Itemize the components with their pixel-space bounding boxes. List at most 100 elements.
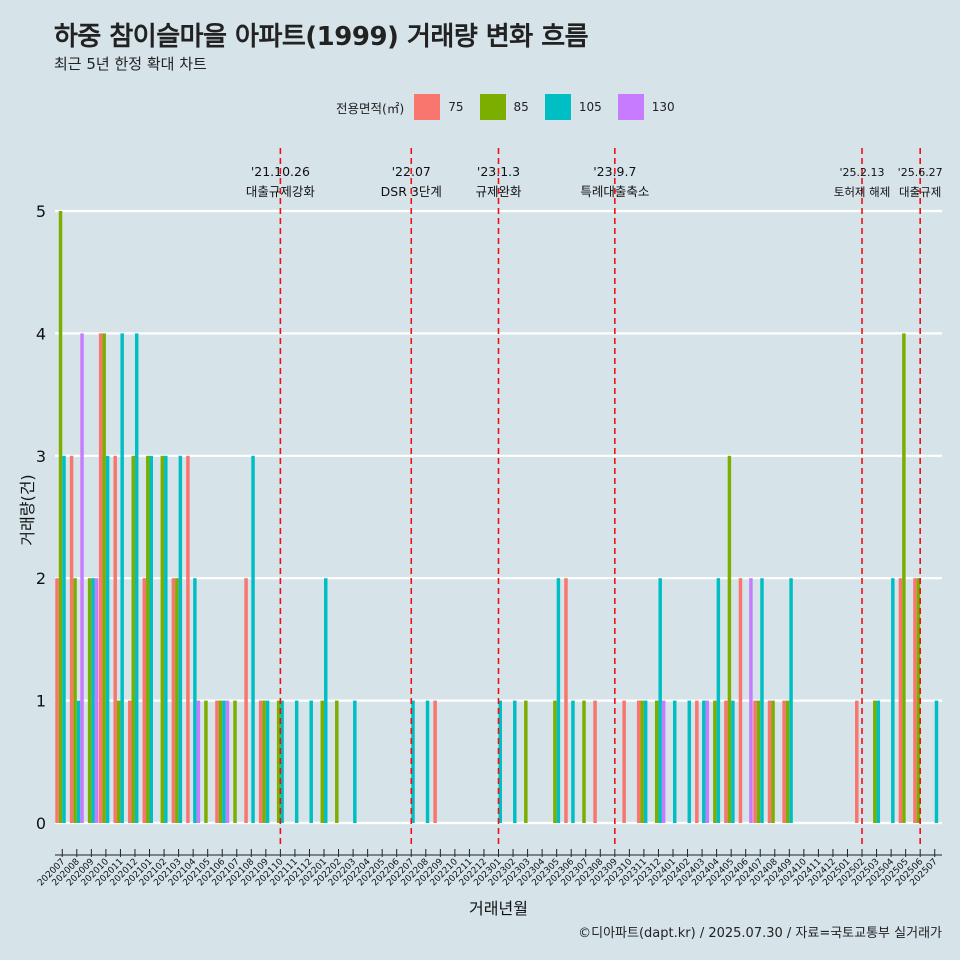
bar <box>69 455 74 823</box>
bar <box>713 700 717 823</box>
legend-item-75: 75 <box>414 94 473 120</box>
bar <box>695 700 699 823</box>
y-tick-label: 2 <box>36 569 46 588</box>
bar <box>62 455 66 823</box>
bar <box>353 700 357 823</box>
bar <box>262 700 266 823</box>
bar <box>749 578 753 823</box>
bar <box>498 700 502 823</box>
bar <box>175 578 179 823</box>
y-tick-label: 4 <box>36 324 46 343</box>
bar <box>593 700 597 823</box>
bar <box>186 455 190 823</box>
bar <box>76 700 81 823</box>
bar <box>309 700 313 823</box>
bar <box>204 700 208 823</box>
bar <box>215 700 219 823</box>
bar <box>731 700 735 823</box>
bar <box>524 700 528 823</box>
bar <box>87 578 92 823</box>
bar <box>55 578 59 823</box>
bar <box>160 455 165 823</box>
bar <box>916 578 921 823</box>
bar <box>58 211 63 823</box>
bar <box>705 700 710 823</box>
bar <box>571 700 575 823</box>
legend-swatch-130 <box>617 94 644 120</box>
bar <box>756 700 761 823</box>
bar <box>582 700 586 823</box>
source-caption: ©디아파트(dapt.kr) / 2025.07.30 / 자료=국토교통부 실… <box>578 926 942 941</box>
bar <box>898 578 903 823</box>
bar <box>411 700 415 823</box>
bar <box>244 578 248 823</box>
y-tick-label: 0 <box>36 814 46 833</box>
bar <box>73 578 77 823</box>
bar <box>258 700 263 823</box>
legend-item-130: 130 <box>617 94 685 120</box>
bar <box>782 700 786 823</box>
bar <box>131 455 135 823</box>
legend-label-85: 85 <box>513 100 529 114</box>
bar <box>934 700 939 823</box>
bar <box>134 333 139 823</box>
bar <box>116 700 121 823</box>
bar <box>335 700 339 823</box>
bar <box>102 333 106 823</box>
event-name-label: DSR 3단계 <box>381 184 442 199</box>
event-date-label: '25.6.27 <box>898 166 943 179</box>
bar <box>716 578 721 823</box>
bar <box>658 578 662 823</box>
bar <box>891 578 895 823</box>
bar <box>724 700 728 823</box>
bar <box>193 578 197 823</box>
event-date-label: '23.1.3 <box>477 164 520 179</box>
bar <box>876 700 881 823</box>
bar <box>643 700 648 823</box>
bar <box>672 700 677 823</box>
event-name-label: 대출규제강화 <box>246 184 316 199</box>
y-axis-title: 거래량(건) <box>18 474 37 545</box>
bar <box>225 700 230 823</box>
bar <box>873 700 877 823</box>
bar <box>280 700 284 823</box>
bar <box>142 578 147 823</box>
bar <box>146 455 150 823</box>
bar <box>556 578 561 823</box>
legend-label-130: 130 <box>651 100 675 114</box>
event-date-label: '22.07 <box>392 164 431 179</box>
bar <box>320 700 325 823</box>
bar <box>687 700 692 823</box>
legend-swatch-85 <box>479 94 506 120</box>
bar <box>265 700 270 823</box>
y-tick-label: 1 <box>36 692 46 711</box>
legend-swatch-105 <box>544 94 571 120</box>
bar <box>433 700 437 823</box>
chart-subtitle: 최근 5년 한정 확대 차트 <box>54 55 207 73</box>
bar <box>564 578 568 823</box>
bar <box>294 700 299 823</box>
bar <box>98 333 103 823</box>
bar <box>855 700 859 823</box>
bar <box>105 455 110 823</box>
bar <box>94 578 99 823</box>
bar <box>233 700 237 823</box>
legend-label-105: 105 <box>578 100 602 114</box>
bar <box>222 700 226 823</box>
bar <box>276 700 281 823</box>
bar <box>196 700 201 823</box>
event-date-label: '25.2.13 <box>840 166 885 179</box>
event-date-label: '21.10.26 <box>251 164 310 179</box>
bar <box>127 700 132 823</box>
chart-title: 하중 참이슬마을 아파트(1999) 거래량 변화 흐름 <box>54 22 589 52</box>
bar <box>553 700 557 823</box>
legend-item-85: 85 <box>479 94 539 120</box>
y-tick-label: 3 <box>36 447 46 466</box>
bar <box>789 578 793 823</box>
bar <box>80 333 84 823</box>
bar <box>654 700 659 823</box>
bar <box>164 455 168 823</box>
bar <box>425 700 430 823</box>
bar <box>120 333 124 823</box>
bar <box>702 700 706 823</box>
